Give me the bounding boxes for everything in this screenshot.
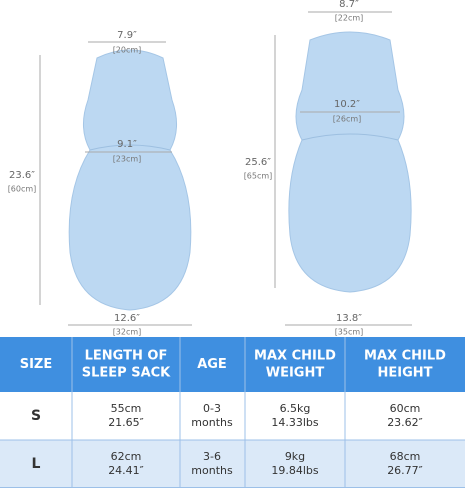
dimension-inches: 12.6″ — [114, 313, 140, 324]
table-header-bg — [0, 337, 465, 392]
table-cell: 23.62″ — [387, 416, 423, 429]
table-cell: 3-6 — [203, 450, 221, 463]
table-cell: 6.5kg — [280, 402, 311, 415]
dimension-inches: 8.7″ — [339, 0, 359, 10]
table-header: SIZE — [20, 357, 53, 372]
dimension-cm: [32cm] — [113, 328, 142, 337]
table-cell: months — [191, 464, 233, 477]
table-cell: 68cm — [390, 450, 421, 463]
table-cell: 60cm — [390, 402, 421, 415]
table-cell: L — [32, 456, 41, 472]
dimension-cm: [20cm] — [113, 46, 142, 55]
table-header: WEIGHT — [266, 366, 325, 381]
row-bg — [0, 440, 465, 488]
table-header: MAX CHILD — [364, 349, 446, 364]
table-cell: 19.84lbs — [271, 464, 319, 477]
large-fold — [301, 133, 399, 141]
table-cell: 9kg — [285, 450, 305, 463]
row-bg — [0, 392, 465, 440]
dimension-inches: 9.1″ — [117, 139, 137, 150]
dimension-cm: [26cm] — [333, 115, 362, 124]
table-header: MAX CHILD — [254, 349, 336, 364]
table-cell: months — [191, 416, 233, 429]
dimension-cm: [60cm] — [8, 185, 37, 194]
dimension-cm: [65cm] — [244, 172, 273, 181]
table-cell: 55cm — [111, 402, 142, 415]
table-cell: 14.33lbs — [271, 416, 319, 429]
small-sleep-sack — [68, 49, 192, 311]
dimension-cm: [35cm] — [335, 328, 364, 337]
dimension-inches: 13.8″ — [336, 313, 362, 324]
dimension-cm: [23cm] — [113, 155, 142, 164]
table-cell: 21.65″ — [108, 416, 144, 429]
dimension-inches: 25.6″ — [245, 157, 271, 168]
dimension-inches: 10.2″ — [334, 99, 360, 110]
table-cell: 0-3 — [203, 402, 221, 415]
table-header: AGE — [197, 357, 227, 372]
dimension-cm: [22cm] — [335, 14, 364, 23]
table-header: HEIGHT — [377, 366, 432, 381]
table-cell: 62cm — [111, 450, 142, 463]
table-header: SLEEP SACK — [82, 366, 171, 381]
table-cell: S — [31, 408, 41, 424]
dimension-inches: 23.6″ — [9, 170, 35, 181]
table-cell: 26.77″ — [387, 464, 423, 477]
table-cell: 24.41″ — [108, 464, 144, 477]
large-sleep-sack — [288, 31, 412, 293]
dimension-inches: 7.9″ — [117, 30, 137, 41]
small-fold — [89, 144, 171, 151]
table-header: LENGTH OF — [85, 349, 168, 364]
dimension-lines — [39, 11, 412, 326]
